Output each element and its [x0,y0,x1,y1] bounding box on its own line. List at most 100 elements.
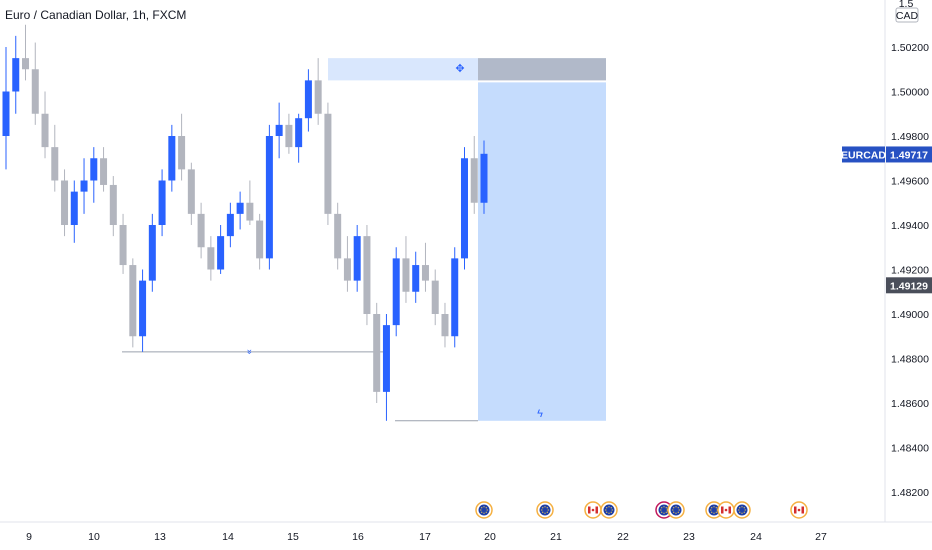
price-tick-label: 1.48400 [891,443,929,455]
last-price-badge [886,146,932,163]
flag-star [713,512,715,514]
event-flag [658,504,670,516]
candle-body [178,136,186,170]
symbol-badge[interactable] [842,146,885,163]
price-tick-label: 1.49600 [891,176,929,188]
candle-body [51,147,59,181]
currency-box [895,7,919,23]
zone-header-box[interactable] [328,58,478,81]
candle-body [70,191,78,225]
flag-star [611,509,613,511]
candle-body [265,136,273,259]
move-handle-icon: ✥ [455,63,464,75]
zone-grey-box[interactable] [478,58,606,81]
flag-band [595,506,598,514]
flag-star [713,506,715,508]
candle-body [421,265,429,281]
candle-body [109,184,117,225]
candle-body [158,180,166,225]
price-tick-label: 1.48200 [891,487,929,499]
level-price-text: 1.49129 [890,280,928,292]
flag-leaf [591,508,595,512]
candle-body [12,58,20,92]
flag-star [606,511,608,513]
candle-body [402,258,410,292]
candle-body [353,236,361,281]
price-tick-label: 1.49000 [891,309,929,321]
candle-body [207,247,215,270]
flag-leaf [724,508,728,512]
time-tick-label: 22 [617,531,629,543]
lightning-icon: ϟ [537,408,543,420]
candle-body [22,58,30,70]
candle-body [392,258,400,326]
flag-star [710,509,712,511]
candle-body [100,158,108,185]
candle-body [236,202,244,214]
flag-star [485,511,487,513]
flag-star [673,507,675,509]
candle-body [197,213,205,248]
price-tick-label: 1.49800 [891,131,929,143]
candle-body [480,153,488,203]
flag-star [711,507,713,509]
candle-body [412,265,420,292]
flag-star [660,509,662,511]
flag-star [544,506,546,508]
time-tick-label: 10 [88,531,100,543]
flag-star [677,507,679,509]
flag-star [741,512,743,514]
economic-events[interactable] [475,501,808,519]
flag-star [711,511,713,513]
horizontal-levels[interactable] [122,351,478,422]
flag-star [483,506,485,508]
last-price-text: 1.49717 [890,149,928,161]
flag-band [801,506,804,514]
candle-body [168,136,176,181]
price-axis-top-label: 1.5 [899,0,914,10]
price-tick-label: 1.49200 [891,265,929,277]
flag-band [721,506,724,514]
time-tick-label: 9 [26,531,32,543]
zone-body-box[interactable] [478,82,606,421]
candle-body [275,124,283,136]
price-tick-label: 1.48600 [891,398,929,410]
flag-star [665,511,667,513]
flag-star [541,509,543,511]
chart-title: Euro / Canadian Dollar, 1h, FXCM [5,8,187,22]
candle-body [373,314,381,392]
chevron-down-icon: » [245,349,255,354]
candle-body [295,118,303,148]
flag-star [663,512,665,514]
flag-star [739,507,741,509]
flag-star [485,507,487,509]
flag-star [673,511,675,513]
price-tick-label: 1.50200 [891,42,929,54]
flag-band [728,506,731,514]
flag-star [677,511,679,513]
level-price-badge [886,277,932,294]
candle-body [119,225,127,266]
candle-body [382,325,390,392]
symbol-badge-text: EURCAD [841,149,886,161]
currency-label: CAD [896,10,919,22]
zone-markers: ✥ » ϟ [245,63,543,420]
flag-star [608,512,610,514]
flag-star [486,509,488,511]
trade-zone[interactable] [328,58,606,421]
candle-body [314,80,322,114]
candle-body [31,69,39,114]
candle-body [334,213,342,259]
price-tick-label: 1.49400 [891,220,929,232]
flag-star [546,511,548,513]
candle-body [363,236,371,314]
flag-star [605,509,607,511]
event-flag [539,504,551,516]
flag-star [661,511,663,513]
candle-body [90,158,98,181]
candle-body [41,113,49,148]
event-flag [603,504,615,516]
candle-body [256,220,264,259]
